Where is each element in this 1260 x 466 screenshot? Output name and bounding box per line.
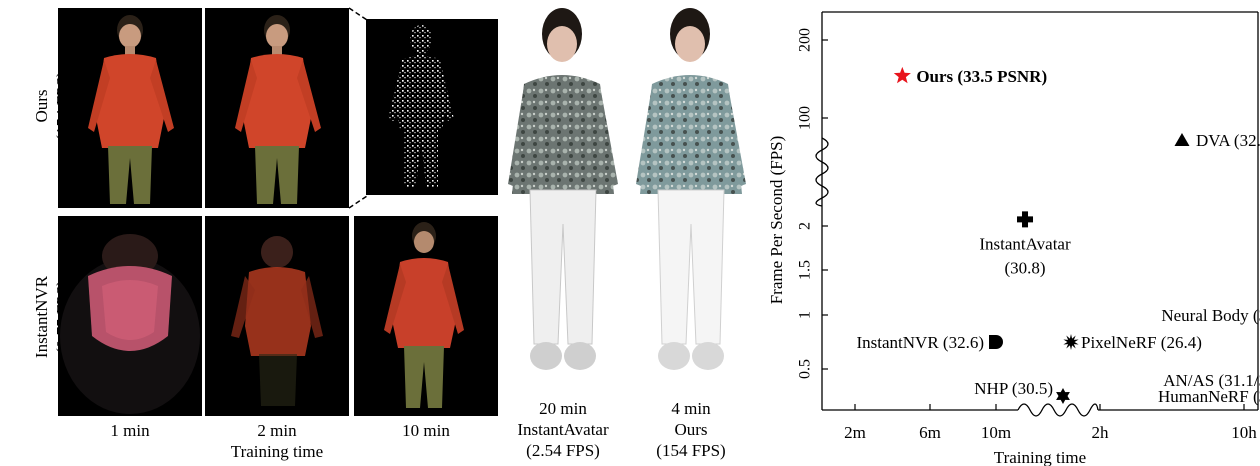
point-nhp-marker: [1056, 388, 1070, 404]
instantnvr-10min-render: [354, 216, 498, 416]
left-xlabel: Training time: [230, 442, 324, 461]
point-pixelnerf-label: PixelNeRF (26.4): [1081, 333, 1202, 352]
x-tick-label-2m: 2m: [844, 423, 866, 442]
x-tick-label-2h: 2h: [1092, 423, 1110, 442]
point-humannerf-label: HumanNeRF (32.7): [1158, 387, 1260, 406]
instantavatar-render: [502, 4, 624, 392]
x-tick-label-10h: 10h: [1231, 423, 1257, 442]
x-axis-label: Training time: [994, 448, 1086, 466]
y-axis-break: [815, 137, 829, 207]
time-label-2min: 2 min: [257, 421, 297, 440]
point-instantavatar-label-line2: (30.8): [1004, 258, 1045, 277]
x-axis-break: [1017, 403, 1099, 417]
y-tick-label-100: 100: [797, 106, 814, 130]
x-tick-label-6m: 6m: [919, 423, 941, 442]
fps-vs-training-time-chart: 200 100 2 1.5 1 0.5 2m 6m 10m 2h 10h Training time F…: [767, 11, 1260, 466]
ours-point-cloud: [366, 19, 498, 195]
zoom-connector-lines: [349, 7, 368, 209]
y-tick-label-200: 200: [797, 28, 814, 52]
point-ours-label: Ours (33.5 PSNR): [916, 67, 1047, 86]
ours-middle-render: [628, 4, 752, 392]
instantnvr-1min-render: [58, 216, 202, 416]
point-dva-label: DVA (32.99): [1196, 131, 1260, 150]
time-label-10min: 10 min: [402, 421, 450, 440]
time-label-1min: 1 min: [110, 421, 150, 440]
point-instantavatar-label: InstantAvatar: [979, 234, 1071, 253]
point-instantavatar-marker: [1017, 211, 1034, 228]
point-instantnvr-marker: [989, 335, 1003, 349]
point-ours-marker: [893, 66, 911, 84]
point-dva-marker: [1174, 133, 1190, 147]
y-tick-label-0.5: 0.5: [797, 359, 814, 379]
middle-caption-instantavatar: 20 min InstantAvatar (2.54 FPS): [517, 399, 609, 460]
x-tick-label-10m: 10m: [981, 423, 1011, 442]
y-tick-label-1: 1: [797, 311, 814, 319]
middle-caption-ours: 4 min Ours (154 FPS): [656, 399, 726, 460]
ours-1min-render: [58, 8, 202, 208]
y-tick-label-1.5: 1.5: [797, 260, 814, 280]
y-tick-label-2: 2: [797, 222, 814, 230]
y-axis-label: Frame Per Second (FPS): [767, 136, 786, 305]
point-nhp-label: NHP (30.5): [974, 379, 1053, 398]
ours-2min-render: [205, 8, 349, 208]
point-pixelnerf-marker: [1063, 334, 1079, 350]
instantnvr-2min-render: [205, 216, 349, 416]
point-instantnvr-label: InstantNVR (32.6): [857, 333, 984, 352]
point-anas-label: AN/AS (31.1/32.5): [1163, 371, 1260, 390]
point-neural-label: Neural Body (32.4): [1161, 306, 1260, 325]
